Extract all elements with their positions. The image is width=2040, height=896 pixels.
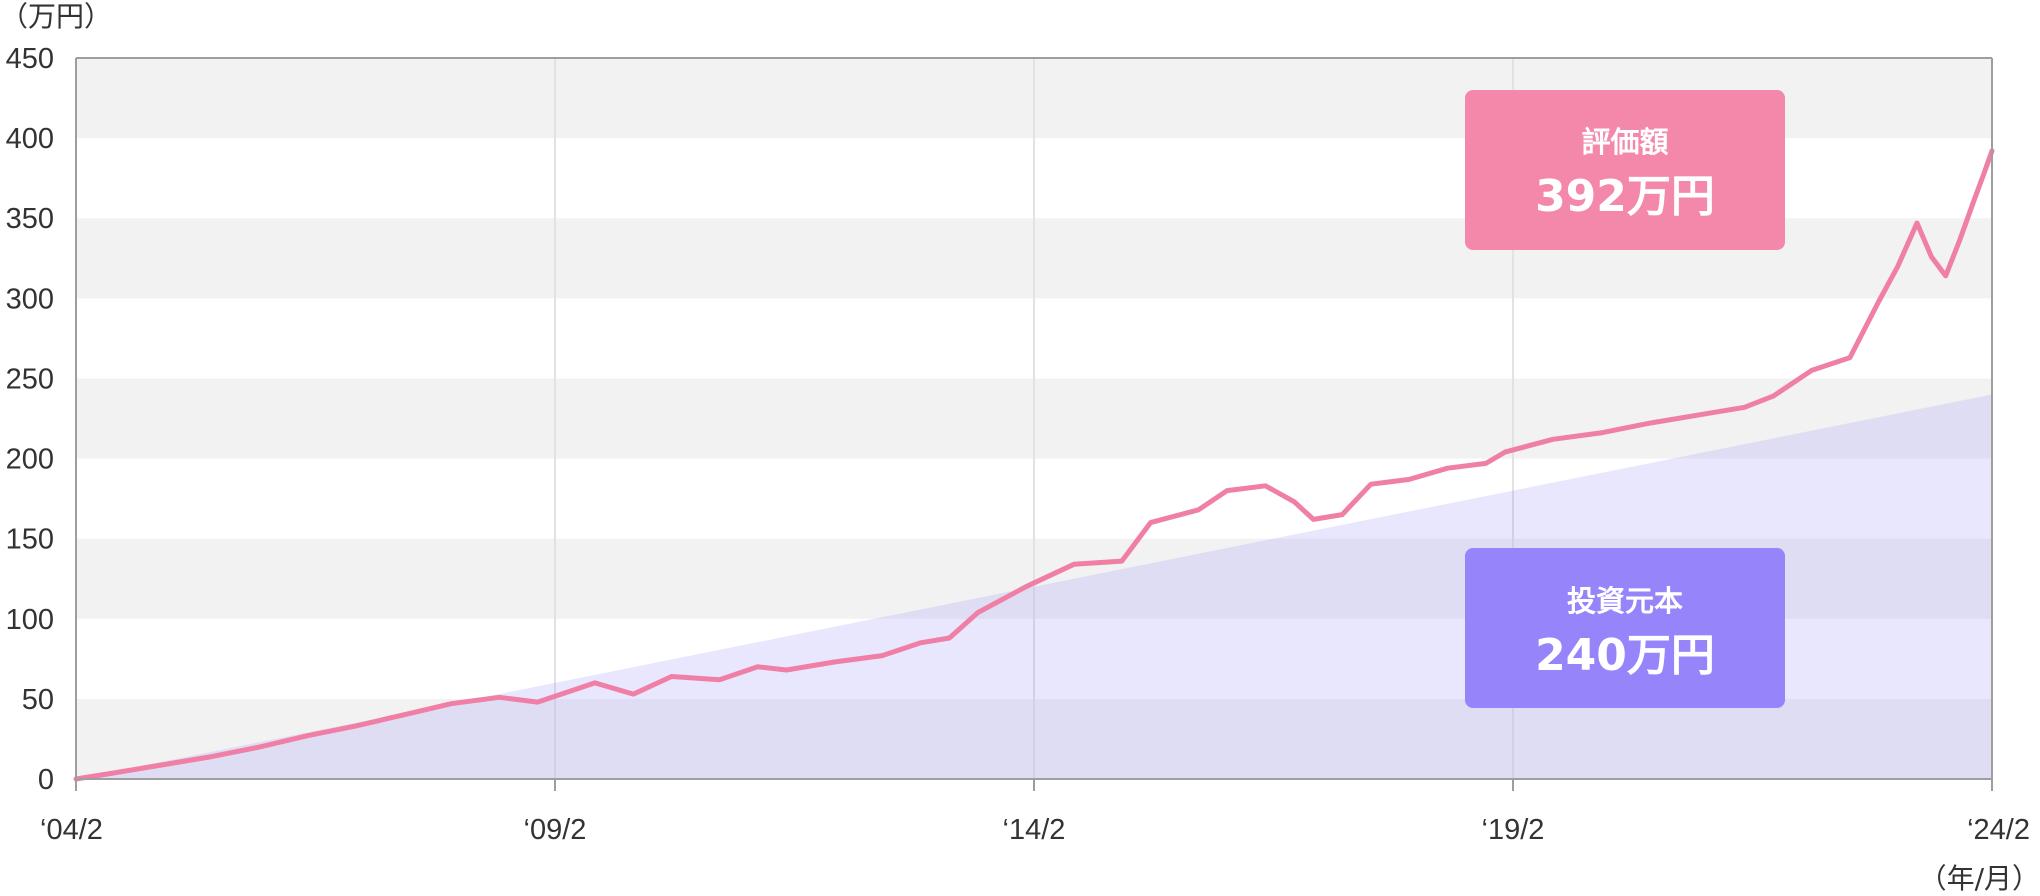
y-tick-label: 50 <box>22 684 54 716</box>
y-tick-label: 250 <box>6 363 54 395</box>
valuation-line <box>73 148 1995 782</box>
y-tick-label: 300 <box>6 283 54 315</box>
x-tick-label: ‘04/2 <box>40 814 103 846</box>
valuation-label-title: 評価額 <box>1581 125 1668 159</box>
valuation-label-value: 392万円 <box>1535 171 1715 222</box>
y-tick-label: 0 <box>38 764 54 796</box>
x-tick-labels: ‘04/2 ‘09/2 ‘14/2 ‘19/2 ‘24/2 <box>40 814 2030 846</box>
x-unit-label: （年/月） <box>1919 862 2040 895</box>
axes <box>75 57 1993 791</box>
principal-label-box: 投資元本 240万円 <box>1465 548 1785 708</box>
x-tick-label: ‘24/2 <box>1967 814 2030 846</box>
x-tick-label: ‘14/2 <box>1003 814 1066 846</box>
valuation-label-box: 評価額 392万円 <box>1465 90 1785 250</box>
y-tick-labels: 0 50 100 150 200 250 300 350 400 450 <box>6 43 54 796</box>
x-tick-label: ‘09/2 <box>524 814 587 846</box>
principal-label-value: 240万円 <box>1535 630 1715 681</box>
y-tick-label: 200 <box>6 444 54 476</box>
x-tick-label: ‘19/2 <box>1482 814 1545 846</box>
y-unit-label: （万円） <box>0 0 112 33</box>
y-tick-label: 400 <box>6 123 54 155</box>
y-tick-label: 450 <box>6 43 54 75</box>
y-tick-label: 150 <box>6 524 54 556</box>
y-tick-label: 350 <box>6 203 54 235</box>
y-tick-label: 100 <box>6 604 54 636</box>
principal-label-title: 投資元本 <box>1567 584 1683 618</box>
